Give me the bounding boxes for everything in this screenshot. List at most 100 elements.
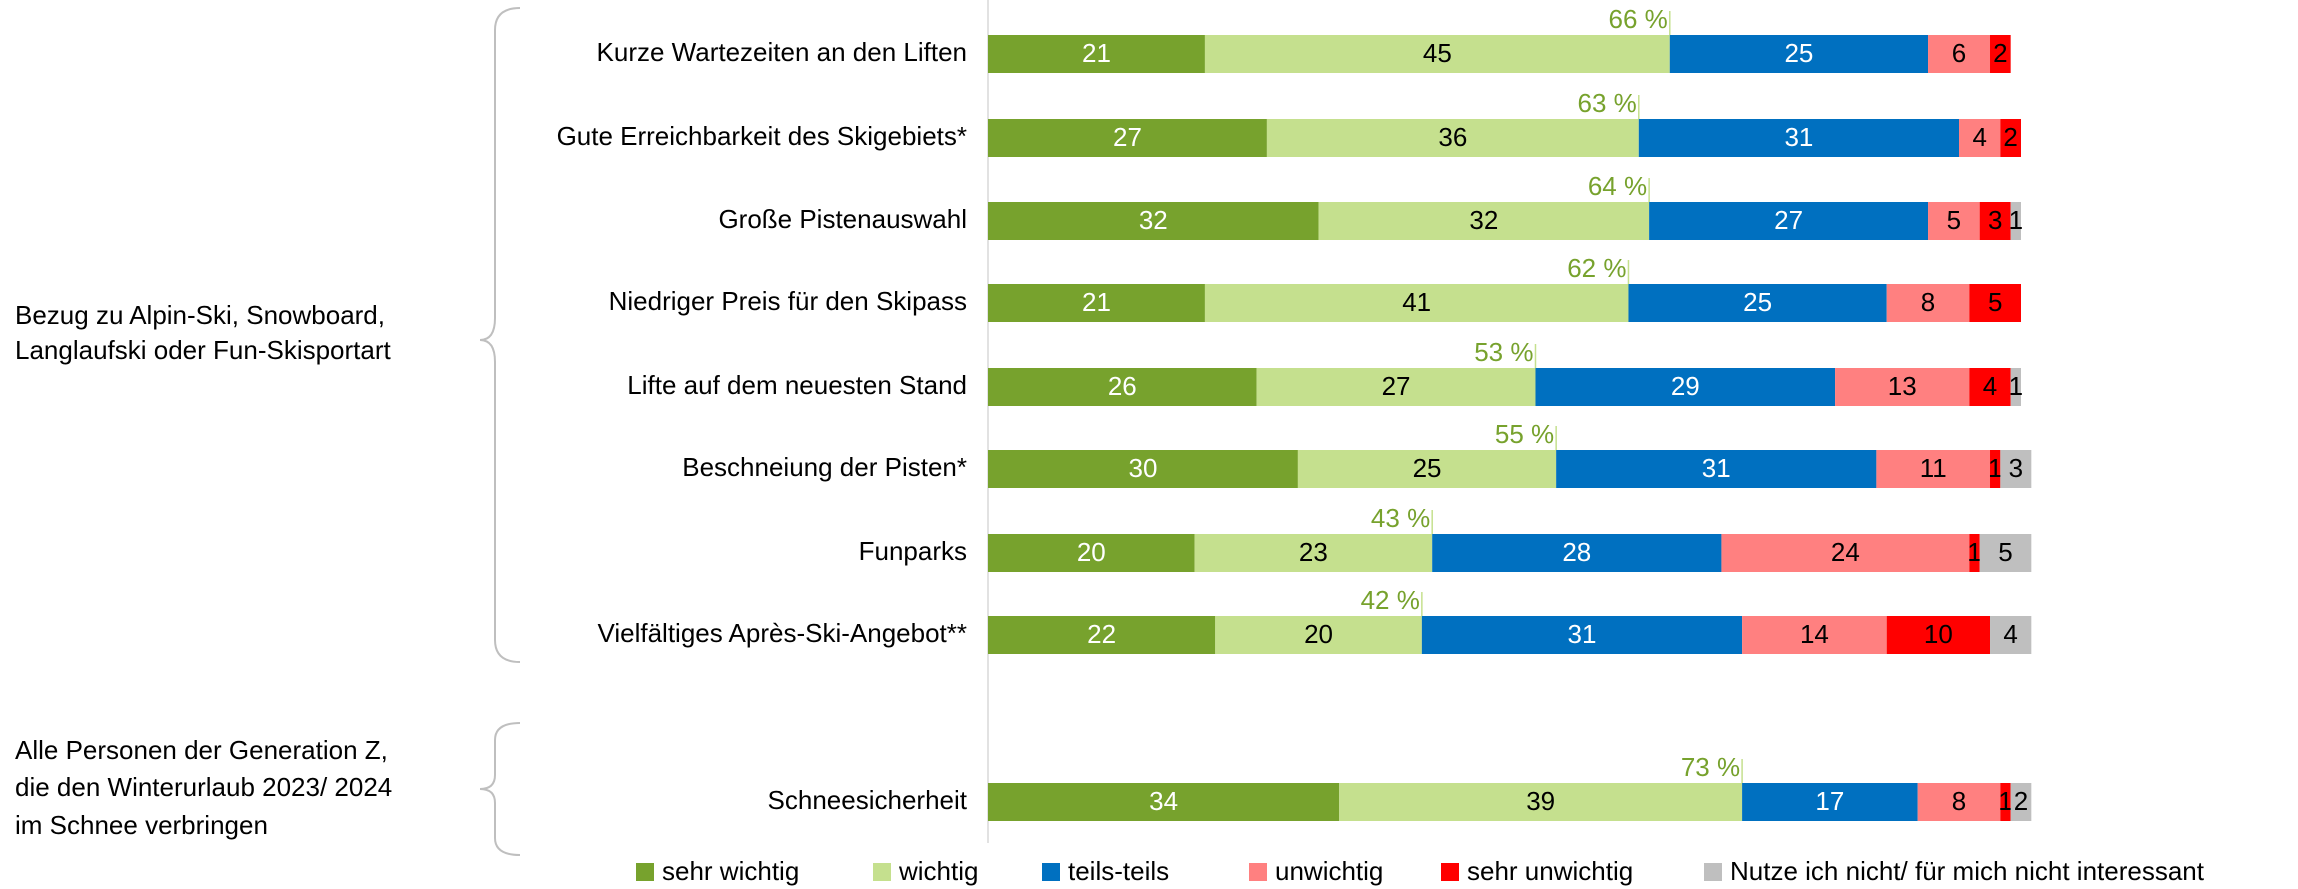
total-label: 55 % (1495, 419, 1554, 449)
category-label: Große Pistenauswahl (718, 204, 967, 234)
bar-segment (1266, 119, 1639, 157)
segment-label: 5 (1947, 205, 1961, 235)
legend-label: Nutze ich nicht/ für mich nicht interess… (1730, 856, 2205, 886)
bar-segment (1917, 783, 2001, 821)
segment-label: 5 (1988, 287, 2002, 317)
legend-label: wichtig (898, 856, 978, 886)
segment-label: 39 (1526, 786, 1555, 816)
legend-swatch (636, 863, 654, 881)
bar-segment (1318, 202, 1650, 240)
bar-segment (1969, 534, 1980, 572)
segment-label: 4 (1983, 371, 1997, 401)
bar-segment (988, 119, 1267, 157)
segment-label: 26 (1108, 371, 1137, 401)
bar-segment (1339, 783, 1743, 821)
segment-label: 2 (1993, 38, 2007, 68)
legend-swatch (1249, 863, 1267, 881)
segment-label: 1 (1998, 786, 2012, 816)
segment-label: 28 (1562, 537, 1591, 567)
category-label: Vielfältiges Après-Ski-Angebot** (597, 618, 967, 648)
category-label: Beschneiung der Pisten* (682, 452, 967, 482)
bar-segment (1969, 368, 2011, 406)
legend-label: sehr wichtig (662, 856, 799, 886)
total-label: 73 % (1681, 752, 1740, 782)
bar-segment (1649, 202, 1929, 240)
bar-segment (1628, 284, 1887, 322)
segment-label: 32 (1139, 205, 1168, 235)
segment-label: 21 (1082, 38, 1111, 68)
category-label: Kurze Wartezeiten an den Liften (597, 37, 967, 67)
bar-segment (1886, 284, 1970, 322)
bar-segment (1556, 450, 1877, 488)
total-label: 53 % (1474, 337, 1533, 367)
total-label: 63 % (1578, 88, 1637, 118)
segment-label: 34 (1149, 786, 1178, 816)
legend-swatch (1704, 863, 1722, 881)
segment-label: 41 (1402, 287, 1431, 317)
group-label: die den Winterurlaub 2023/ 2024 (15, 772, 392, 802)
segment-label: 1 (2009, 205, 2023, 235)
bar-segment (1432, 534, 1722, 572)
segment-label: 32 (1469, 205, 1498, 235)
bar-segment (1204, 284, 1629, 322)
group-label: Alle Personen der Generation Z, (15, 735, 388, 765)
segment-label: 45 (1423, 38, 1452, 68)
bar-segment (1990, 450, 2001, 488)
segment-label: 8 (1921, 287, 1935, 317)
segment-label: 1 (2009, 371, 2023, 401)
bar-segment (2000, 783, 2011, 821)
bar-segment (1421, 616, 1743, 654)
bar-segment (1928, 202, 1980, 240)
segment-label: 3 (2009, 453, 2023, 483)
category-label: Lifte auf dem neuesten Stand (627, 370, 967, 400)
bar-segment (1638, 119, 1960, 157)
segment-label: 23 (1299, 537, 1328, 567)
segment-label: 8 (1952, 786, 1966, 816)
bar-segment (1876, 450, 1991, 488)
segment-label: 2 (2014, 786, 2028, 816)
bar-segment (988, 450, 1298, 488)
bar-segment (1979, 202, 2011, 240)
segment-label: 27 (1113, 122, 1142, 152)
segment-label: 5 (1998, 537, 2012, 567)
bar-segment (2010, 368, 2021, 406)
segment-label: 29 (1671, 371, 1700, 401)
segment-label: 14 (1800, 619, 1829, 649)
segment-label: 25 (1784, 38, 1813, 68)
bar-segment (1990, 35, 2011, 73)
legend-swatch (1441, 863, 1459, 881)
segment-label: 20 (1304, 619, 1333, 649)
segment-label: 4 (1972, 122, 1986, 152)
bar-segment (1194, 534, 1433, 572)
segment-label: 27 (1382, 371, 1411, 401)
segment-label: 21 (1082, 287, 1111, 317)
segment-label: 24 (1831, 537, 1860, 567)
bar-segment (2010, 202, 2021, 240)
legend-swatch (873, 863, 891, 881)
bar-segment (1990, 616, 2032, 654)
total-label: 42 % (1361, 585, 1420, 615)
group-label: im Schnee verbringen (15, 810, 268, 840)
total-label: 64 % (1588, 171, 1647, 201)
total-label: 43 % (1371, 503, 1430, 533)
bar-segment (1742, 616, 1887, 654)
segment-label: 13 (1888, 371, 1917, 401)
bar-segment (1979, 534, 2032, 572)
group-brace (479, 722, 521, 856)
group-label: Langlaufski oder Fun-Skisportart (15, 335, 392, 365)
segment-label: 30 (1128, 453, 1157, 483)
segment-label: 31 (1784, 122, 1813, 152)
bar-segment (1535, 368, 1836, 406)
bar-segment (988, 534, 1195, 572)
bar-segment (1669, 35, 1929, 73)
group-brace (479, 7, 521, 663)
segment-label: 17 (1815, 786, 1844, 816)
category-label: Funparks (859, 536, 967, 566)
bar-segment (988, 35, 1205, 73)
total-label: 62 % (1567, 253, 1626, 283)
segment-label: 6 (1952, 38, 1966, 68)
bar-segment (1742, 783, 1918, 821)
segment-label: 1 (1988, 453, 2002, 483)
bar-segment (2000, 119, 2021, 157)
